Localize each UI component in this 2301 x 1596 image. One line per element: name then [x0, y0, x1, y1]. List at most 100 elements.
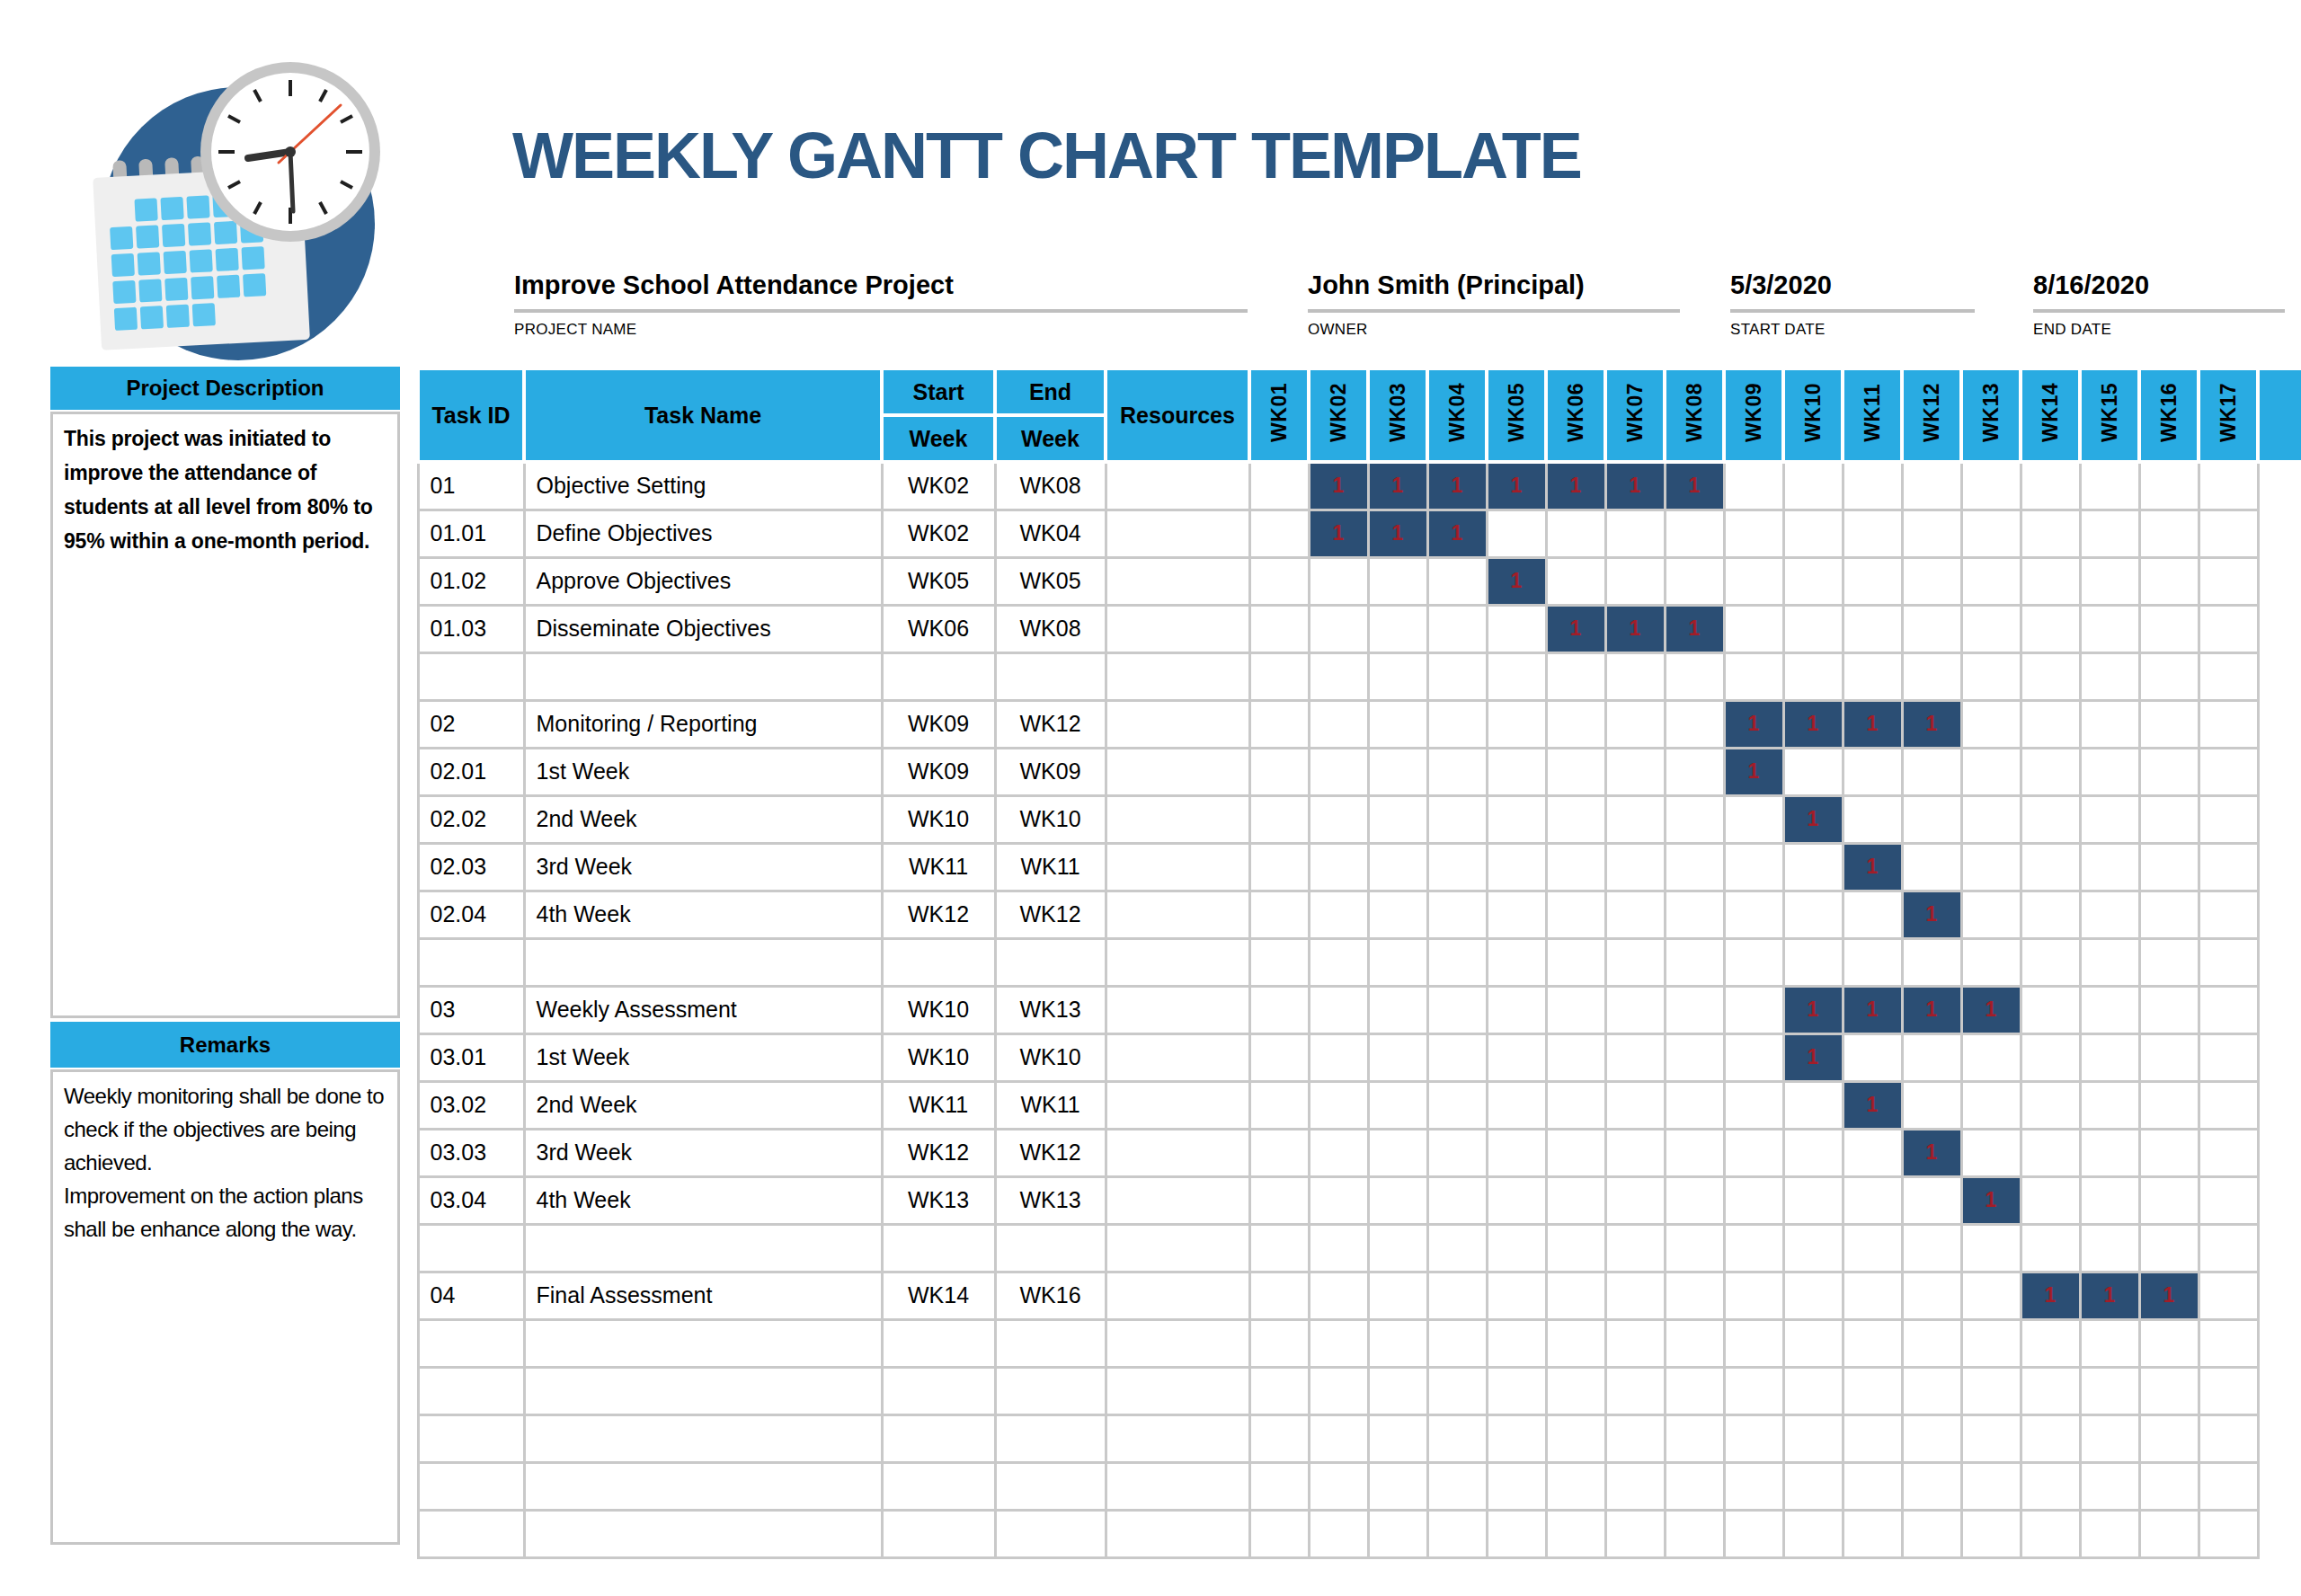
gantt-cell[interactable]: [1309, 795, 1368, 843]
cell-resources[interactable]: [1106, 986, 1249, 1033]
gantt-cell[interactable]: [1843, 795, 1902, 843]
gantt-cell[interactable]: [1724, 652, 1783, 700]
gantt-cell[interactable]: [2021, 1033, 2080, 1081]
gantt-cell[interactable]: [1843, 1033, 1902, 1081]
gantt-cell[interactable]: [1249, 1510, 1309, 1557]
gantt-cell[interactable]: [2080, 1414, 2139, 1462]
gantt-cell[interactable]: [1605, 1462, 1665, 1510]
gantt-bar-cell[interactable]: 1: [1368, 462, 1427, 510]
cell-start-week[interactable]: WK05: [882, 557, 995, 605]
gantt-cell[interactable]: [1546, 1367, 1605, 1414]
gantt-cell[interactable]: [1843, 891, 1902, 938]
gantt-cell[interactable]: [1249, 1272, 1309, 1319]
cell-task-id[interactable]: 01: [418, 462, 524, 510]
cell-start-week[interactable]: [882, 1414, 995, 1462]
gantt-cell[interactable]: [1724, 1176, 1783, 1224]
cell-start-week[interactable]: [882, 938, 995, 986]
gantt-cell[interactable]: [1487, 1510, 1546, 1557]
gantt-cell[interactable]: [1427, 795, 1487, 843]
gantt-cell[interactable]: [1783, 1129, 1843, 1176]
gantt-cell[interactable]: [1487, 1272, 1546, 1319]
gantt-bar-cell[interactable]: 1: [1961, 1176, 2021, 1224]
gantt-cell[interactable]: [2139, 1176, 2199, 1224]
cell-end-week[interactable]: WK09: [995, 748, 1106, 795]
gantt-cell[interactable]: [1249, 652, 1309, 700]
gantt-cell[interactable]: [1724, 510, 1783, 557]
cell-task-name[interactable]: 1st Week: [524, 1033, 882, 1081]
gantt-cell[interactable]: [1665, 795, 1724, 843]
cell-end-week[interactable]: WK16: [995, 1272, 1106, 1319]
gantt-cell[interactable]: [1665, 1033, 1724, 1081]
gantt-cell[interactable]: [1783, 462, 1843, 510]
gantt-cell[interactable]: [2199, 1367, 2258, 1414]
gantt-cell[interactable]: [1605, 1319, 1665, 1367]
cell-task-name[interactable]: 3rd Week: [524, 843, 882, 891]
cell-resources[interactable]: [1106, 1414, 1249, 1462]
gantt-bar-cell[interactable]: 1: [1902, 986, 1961, 1033]
gantt-cell[interactable]: [1249, 462, 1309, 510]
cell-start-week[interactable]: WK11: [882, 1081, 995, 1129]
gantt-cell[interactable]: [1487, 1081, 1546, 1129]
gantt-bar-cell[interactable]: 1: [2139, 1272, 2199, 1319]
gantt-bar-cell[interactable]: 1: [1902, 700, 1961, 748]
gantt-cell[interactable]: [1249, 1129, 1309, 1176]
gantt-cell[interactable]: [1961, 1414, 2021, 1462]
cell-end-week[interactable]: [995, 1224, 1106, 1272]
gantt-cell[interactable]: [1368, 938, 1427, 986]
gantt-cell[interactable]: [1665, 1081, 1724, 1129]
cell-start-week[interactable]: WK02: [882, 510, 995, 557]
gantt-cell[interactable]: [1843, 557, 1902, 605]
cell-end-week[interactable]: WK08: [995, 462, 1106, 510]
cell-resources[interactable]: [1106, 843, 1249, 891]
gantt-cell[interactable]: [2139, 1510, 2199, 1557]
cell-task-name[interactable]: 4th Week: [524, 1176, 882, 1224]
gantt-bar-cell[interactable]: 1: [1783, 986, 1843, 1033]
gantt-cell[interactable]: [2199, 700, 2258, 748]
gantt-cell[interactable]: [1843, 605, 1902, 652]
gantt-cell[interactable]: [1605, 891, 1665, 938]
gantt-cell[interactable]: [2139, 986, 2199, 1033]
gantt-bar-cell[interactable]: 1: [1783, 1033, 1843, 1081]
gantt-cell[interactable]: [1309, 1367, 1368, 1414]
gantt-cell[interactable]: [1309, 652, 1368, 700]
gantt-cell[interactable]: [1902, 462, 1961, 510]
cell-end-week[interactable]: WK11: [995, 1081, 1106, 1129]
cell-end-week[interactable]: WK08: [995, 605, 1106, 652]
gantt-bar-cell[interactable]: 1: [1605, 462, 1665, 510]
gantt-cell[interactable]: [1427, 891, 1487, 938]
gantt-cell[interactable]: [1724, 1319, 1783, 1367]
gantt-cell[interactable]: [1487, 748, 1546, 795]
cell-start-week[interactable]: WK10: [882, 986, 995, 1033]
gantt-cell[interactable]: [1902, 1462, 1961, 1510]
cell-start-week[interactable]: WK10: [882, 1033, 995, 1081]
gantt-cell[interactable]: [1249, 510, 1309, 557]
gantt-cell[interactable]: [1605, 1367, 1665, 1414]
cell-task-id[interactable]: [418, 1319, 524, 1367]
gantt-cell[interactable]: [1902, 1033, 1961, 1081]
gantt-cell[interactable]: [1605, 1081, 1665, 1129]
cell-resources[interactable]: [1106, 1510, 1249, 1557]
gantt-cell[interactable]: [2139, 748, 2199, 795]
gantt-cell[interactable]: [1605, 1510, 1665, 1557]
gantt-cell[interactable]: [1783, 1272, 1843, 1319]
gantt-bar-cell[interactable]: 1: [1605, 605, 1665, 652]
gantt-cell[interactable]: [2080, 1129, 2139, 1176]
cell-resources[interactable]: [1106, 795, 1249, 843]
gantt-cell[interactable]: [1249, 891, 1309, 938]
cell-start-week[interactable]: WK13: [882, 1176, 995, 1224]
cell-end-week[interactable]: WK13: [995, 1176, 1106, 1224]
cell-start-week[interactable]: WK12: [882, 1129, 995, 1176]
gantt-cell[interactable]: [1783, 1081, 1843, 1129]
cell-end-week[interactable]: WK11: [995, 843, 1106, 891]
cell-start-week[interactable]: WK09: [882, 748, 995, 795]
cell-resources[interactable]: [1106, 557, 1249, 605]
gantt-cell[interactable]: [1902, 1176, 1961, 1224]
gantt-cell[interactable]: [1487, 700, 1546, 748]
gantt-cell[interactable]: [1309, 1081, 1368, 1129]
cell-start-week[interactable]: WK14: [882, 1272, 995, 1319]
gantt-cell[interactable]: [1724, 938, 1783, 986]
cell-resources[interactable]: [1106, 1319, 1249, 1367]
gantt-cell[interactable]: [2080, 1510, 2139, 1557]
gantt-cell[interactable]: [1427, 1129, 1487, 1176]
gantt-cell[interactable]: [1309, 1176, 1368, 1224]
